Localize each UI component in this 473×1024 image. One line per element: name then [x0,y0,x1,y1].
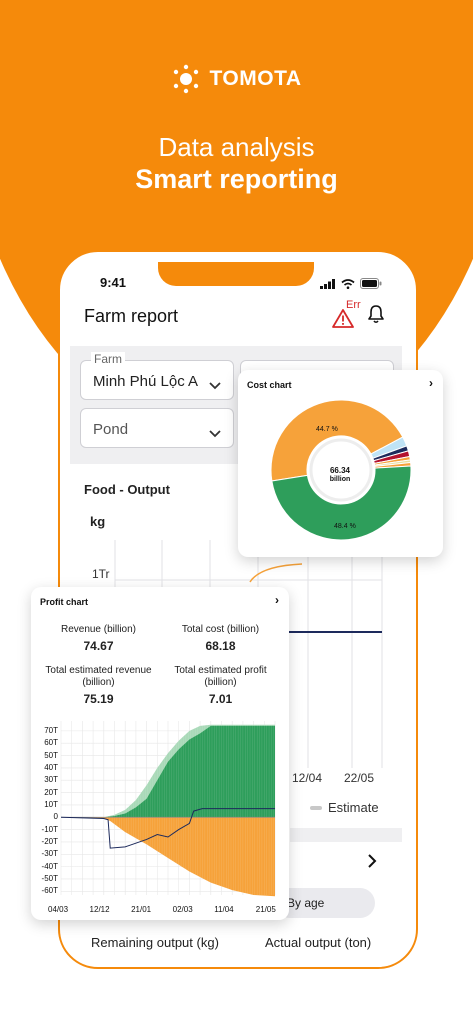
pond-select-placeholder: Pond [93,421,129,438]
y-tick-label: 70T [44,725,58,735]
pie-slice [271,465,412,541]
y-tick-label: -20T [41,836,58,846]
cost-donut-chart [270,399,412,541]
headline: Data analysis Smart reporting [0,132,473,196]
cost-chart-card[interactable]: Cost chart › 66.34 billion 44.7 % 48.4 % [238,370,443,557]
stat-value: 7.01 [208,692,233,706]
stat-revenue: Revenue (billion) 74.67 [41,624,156,653]
stat-value: 75.19 [83,692,114,706]
stat-label: Total cost (billion) [181,624,260,635]
x-tick-label: 04/03 [48,905,69,914]
farm-select[interactable]: Farm Minh Phú Lộc A [80,352,234,400]
headline-line-2: Smart reporting [135,164,338,194]
stat-value: 68.18 [205,639,236,653]
x-tick-label: 12/04 [292,771,323,785]
stat-value: 74.67 [83,639,114,653]
stat-label: Total estimated revenue (billion) [45,665,152,688]
stat-label: Total estimated profit (billion) [174,665,267,688]
profit-chart-card[interactable]: Profit chart › Revenue (billion) 74.67 T… [31,587,289,920]
x-tick-label: 02/03 [172,905,193,914]
page-title: Farm report [84,306,179,326]
chevron-down-icon [209,377,221,395]
y-tick-label: 40T [44,762,58,772]
revenue-area [61,725,275,818]
stat-estimated-profit: Total estimated profit (billion) 7.01 [163,665,278,706]
donut-center-value: 66.34 [329,466,351,475]
stat-label: Revenue (billion) [60,624,137,635]
headline-line-1: Data analysis [158,132,315,162]
legend-estimate-label: Estimate [328,800,379,815]
pie-slice [270,399,404,482]
chevron-right-icon[interactable] [367,854,377,873]
pond-select[interactable]: Pond [80,408,234,448]
status-time: 9:41 [100,275,127,290]
donut-hole [309,438,373,502]
y-tick-label: -60T [41,886,58,896]
y-tick-label: -40T [41,861,58,871]
slice-label-green: 48.4 % [334,523,356,530]
farm-select-label: Farm [91,352,125,366]
profit-chart-title: Profit chart [40,597,89,607]
legend-estimate: Estimate [310,800,379,815]
section-title: Food - Output [84,482,170,497]
by-age-button[interactable]: By age [275,888,375,918]
y-tick-label: 0 [53,812,58,822]
profit-x-axis: 04/03 12/12 21/01 02/03 11/04 21/05 [31,587,289,920]
sun-dots-icon [171,64,201,94]
x-tick-label: 21/05 [255,905,276,914]
y-tick-label: 20T [44,787,58,797]
bell-icon[interactable] [367,304,385,329]
actual-output-label: Actual output (ton) [265,935,372,950]
y-tick-label: -50T [41,873,58,883]
brand-name: TOMOTA [209,67,302,90]
battery-icon [360,276,382,294]
y-tick-label: -10T [41,824,58,834]
legend-swatch [310,805,322,810]
y-tick-label: 50T [44,750,58,760]
cost-chart-title: Cost chart [247,380,292,390]
chevron-right-icon[interactable]: › [275,593,279,607]
signal-icon [320,276,336,294]
status-icons [320,276,382,294]
donut-center-unit: billion [329,476,351,483]
y-tick-label: 60T [44,738,58,748]
x-tick-label: 12/12 [89,905,110,914]
profit-line [60,808,275,849]
wifi-icon [341,276,355,294]
x-tick-label: 22/05 [344,771,375,785]
slice-label-orange: 44.7 % [316,426,338,433]
brand-logo: TOMOTA [0,64,473,94]
farm-select-value: Minh Phú Lộc A [93,373,199,390]
stat-estimated-revenue: Total estimated revenue (billion) 75.19 [41,665,156,706]
x-tick-label: 11/04 [214,905,234,914]
section-divider [290,828,402,842]
phone-notch [158,262,314,286]
axis-unit: kg [90,514,106,529]
chevron-right-icon[interactable]: › [429,376,433,390]
stat-total-cost: Total cost (billion) 68.18 [163,624,278,653]
cost-area [61,817,275,897]
y-tick-label: 10T [44,799,58,809]
x-tick-label: 21/01 [131,905,152,914]
profit-area-chart [60,721,276,897]
chevron-down-icon [209,425,221,443]
y-tick-label: 30T [44,775,58,785]
error-alert-button[interactable]: Err [332,299,361,328]
y-tick-label: 1Tr [92,567,110,581]
remaining-output-label: Remaining output (kg) [91,935,219,950]
profit-y-axis: 70T 60T 50T 40T 30T 20T 10T 0 -10T -20T -30T -40T -5… [31,587,58,920]
error-badge: Err [346,299,361,311]
y-tick-label: -30T [41,849,58,859]
output-line [249,563,303,583]
